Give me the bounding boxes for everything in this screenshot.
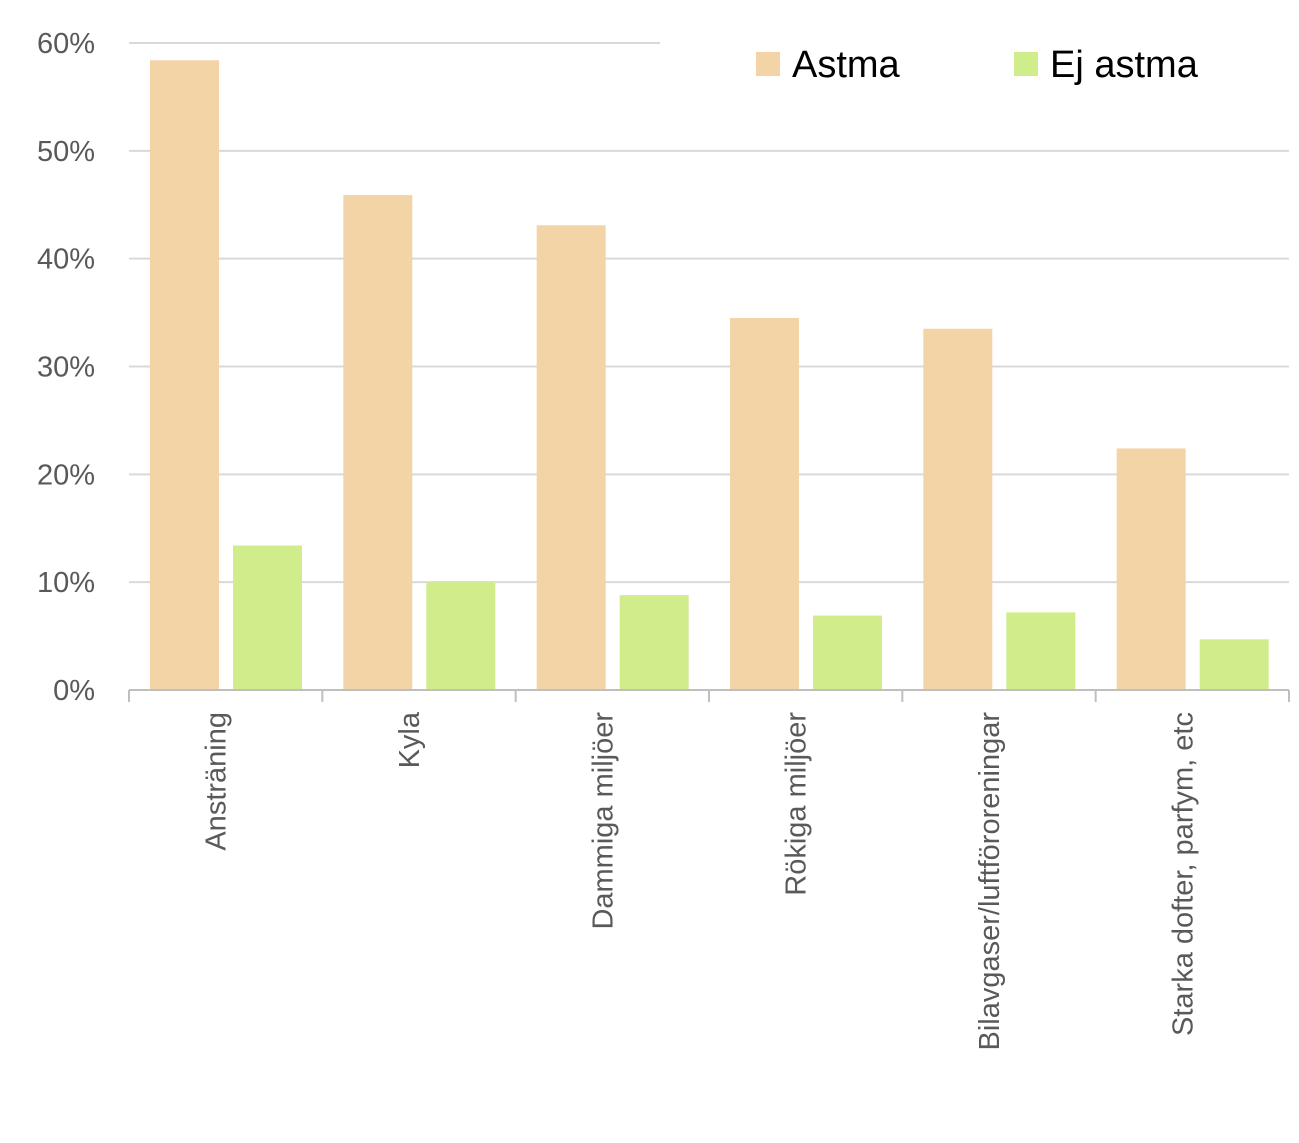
category-label: Ansträning (201, 712, 233, 851)
category-label: Rökiga miljöer (781, 712, 813, 896)
bar-ej-astma-5 (1199, 639, 1269, 690)
category-label: Kyla (394, 711, 426, 768)
y-tick-label: 30% (37, 352, 95, 384)
y-tick-label: 0% (53, 675, 95, 707)
legend-swatch-astma (756, 52, 780, 76)
category-label: Bilavgaser/luftföroreningar (974, 712, 1006, 1051)
x-axis (128, 689, 1290, 702)
x-axis-tick-labels: Ansträning Kyla Dammiga miljöer Rökiga milj… (201, 711, 1200, 1050)
y-tick-label: 20% (37, 459, 95, 491)
bar-ej-astma-1 (426, 582, 496, 690)
legend: Astma Ej astma (756, 44, 1199, 86)
bar-astma-3 (730, 317, 799, 690)
bar-ej-astma-2 (619, 595, 689, 690)
bar-astma-2 (536, 225, 606, 690)
bar-ej-astma-0 (233, 545, 302, 690)
y-axis-tick-labels: 0% 10% 20% 30% 40% 50% 60% (37, 28, 95, 707)
y-tick-label: 60% (37, 28, 95, 60)
category-label: Starka dofter, parfym, etc (1167, 712, 1199, 1036)
y-tick-label: 50% (37, 136, 95, 168)
legend-swatch-ej-astma (1014, 52, 1038, 76)
legend-label-ej-astma: Ej astma (1050, 44, 1199, 86)
bars (150, 60, 1269, 691)
bar-astma-5 (1116, 448, 1186, 690)
bar-astma-4 (923, 328, 993, 690)
bar-ej-astma-4 (1006, 612, 1076, 690)
y-tick-label: 40% (37, 244, 95, 276)
bar-ej-astma-3 (813, 615, 882, 690)
gridlines (129, 42, 1289, 584)
legend-label-astma: Astma (792, 44, 901, 86)
category-label: Dammiga miljöer (587, 712, 619, 930)
bar-astma-0 (150, 60, 219, 690)
bar-astma-1 (343, 195, 413, 691)
y-tick-label: 10% (37, 567, 95, 599)
